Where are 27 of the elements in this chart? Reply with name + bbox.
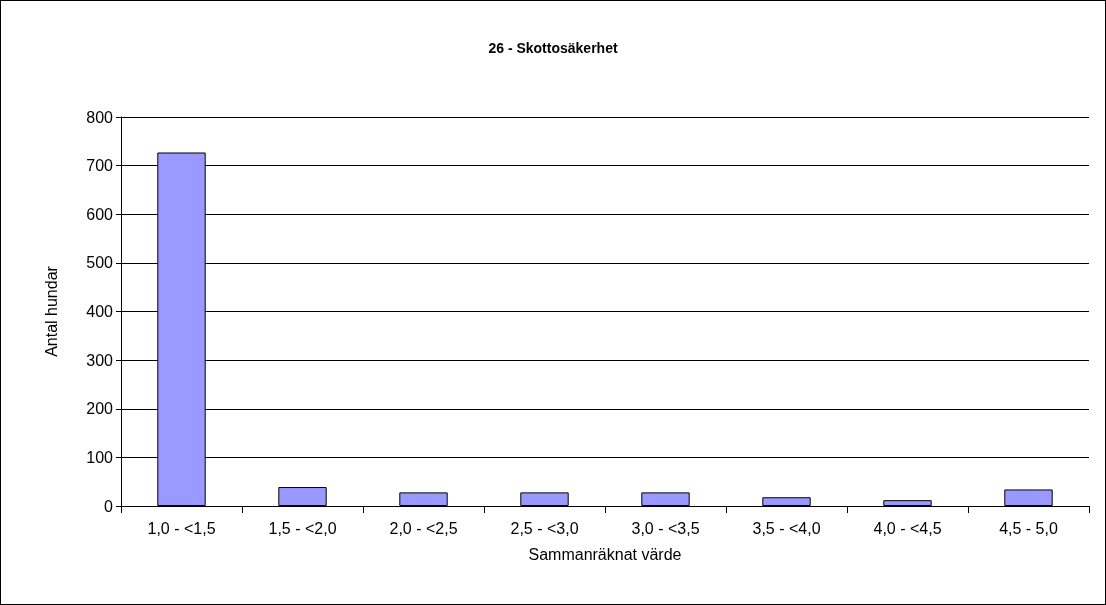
y-tick-label: 200: [86, 400, 114, 418]
y-tick-label: 700: [86, 157, 114, 175]
y-axis-title: Antal hundar: [42, 265, 60, 357]
bar: [399, 492, 448, 506]
x-tick-label: 4,5 - 5,0: [999, 519, 1058, 537]
y-tick-label: 100: [86, 448, 114, 466]
x-tick-label: 1,5 - <2,0: [268, 519, 337, 537]
chart-title: 26 - Skottosäkerhet: [488, 40, 618, 56]
bar: [762, 497, 811, 506]
x-tick-label: 1,0 - <1,5: [147, 519, 216, 537]
y-tick-label: 800: [86, 108, 114, 126]
x-axis-title: Sammanräknat värde: [528, 545, 682, 563]
x-tick-label: 3,5 - <4,0: [752, 519, 821, 537]
x-tick-label: 3,0 - <3,5: [631, 519, 700, 537]
bar: [278, 487, 327, 506]
y-tick-label: 600: [86, 205, 114, 223]
y-tick-label: 400: [86, 303, 114, 320]
y-tick-label: 300: [86, 351, 114, 369]
x-tick-label: 2,0 - <2,5: [389, 519, 458, 537]
x-tick-label: 2,5 - <3,0: [510, 519, 579, 537]
bar: [641, 492, 690, 506]
x-tick-label: 4,0 - <4,5: [873, 519, 942, 537]
bar: [520, 492, 569, 506]
y-tick-label: 0: [104, 497, 114, 515]
y-tick-label: 500: [86, 254, 114, 272]
bar: [883, 500, 932, 506]
bar: [1004, 489, 1053, 506]
